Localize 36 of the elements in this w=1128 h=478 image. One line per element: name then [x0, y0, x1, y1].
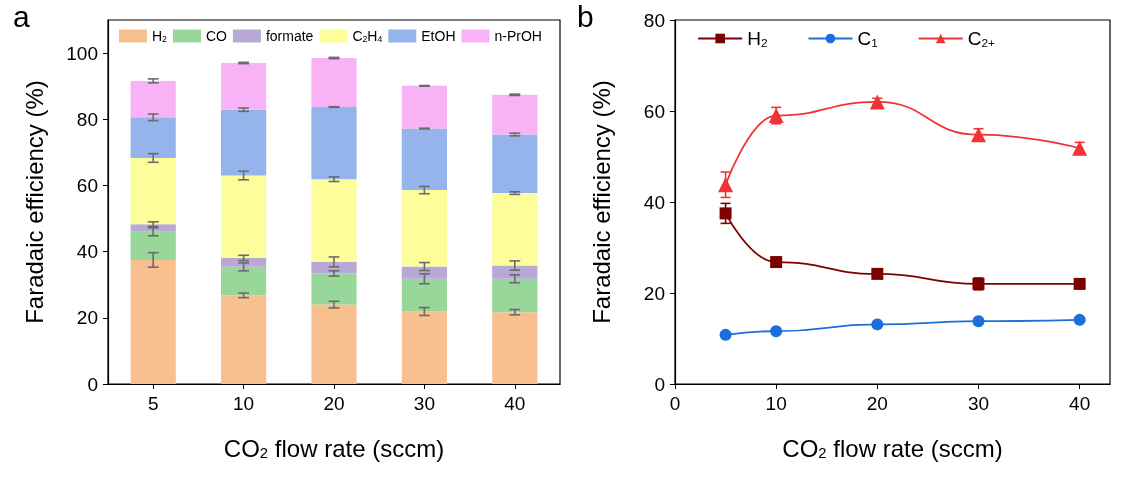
x-tick-label: 20: [323, 393, 345, 414]
y-tick-label: 20: [643, 282, 665, 304]
legend-label: EtOH: [421, 28, 456, 44]
legend-label: CO: [205, 28, 228, 44]
x-tick-label: 40: [504, 393, 526, 414]
y-axis-title: Faradaic efficiency (%): [20, 80, 48, 324]
x-axis-title: CO2 flow rate (sccm): [223, 434, 445, 462]
x-tick-label: 0: [669, 393, 681, 414]
y-tick-label: 0: [654, 373, 665, 395]
legend-label: H2: [747, 28, 768, 49]
x-tick-label: 20: [866, 393, 888, 414]
x-axis-title: CO2 flow rate (sccm): [782, 434, 1003, 462]
y-tick-label: 20: [76, 307, 98, 329]
legend-label: C2+: [967, 28, 995, 49]
y-tick-label: 100: [66, 42, 98, 64]
legend-label: n-PrOH: [494, 28, 542, 44]
y-tick-label: 60: [76, 174, 98, 196]
x-tick-label: 40: [1069, 393, 1091, 414]
y-axis-title: Faradaic efficiency (%): [587, 80, 615, 324]
y-tick-label: 40: [643, 191, 665, 213]
x-tick-label: 30: [413, 393, 435, 414]
chart-title: a: [13, 0, 30, 33]
y-tick-label: 0: [87, 373, 98, 395]
legend-label: H2: [152, 28, 168, 44]
x-tick-label: 5: [147, 393, 159, 414]
x-tick-label: 30: [967, 393, 990, 414]
y-tick-label: 40: [76, 241, 98, 263]
y-tick-label: 60: [643, 100, 665, 122]
chart-title: b: [577, 0, 594, 33]
legend-label: formate: [265, 28, 314, 44]
x-tick-label: 10: [765, 393, 787, 414]
x-tick-label: 10: [233, 393, 255, 414]
legend-label: C1: [857, 28, 878, 49]
y-tick-label: 80: [643, 9, 665, 31]
legend-label: C2H4: [352, 28, 383, 44]
y-tick-label: 80: [76, 108, 98, 130]
